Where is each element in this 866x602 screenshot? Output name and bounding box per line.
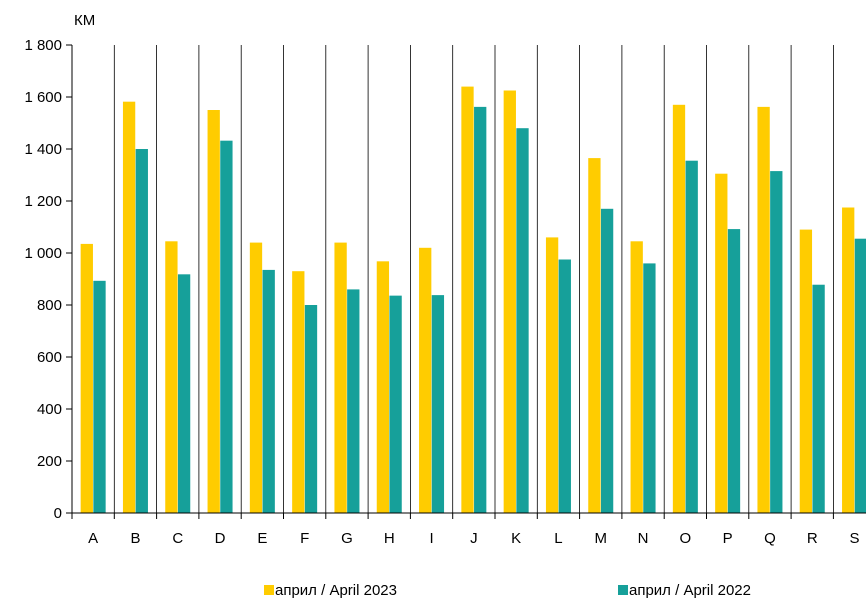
bar-april-2023-N: [630, 241, 643, 514]
x-tick-label-C: C: [172, 530, 183, 547]
x-tick-label-S: S: [850, 530, 860, 547]
y-tick-label: 200: [37, 453, 62, 470]
x-tick-label-M: M: [595, 530, 608, 547]
x-tick-label-B: B: [130, 530, 140, 547]
y-axis-unit-label: КМ: [74, 12, 95, 29]
x-tick-label-P: P: [723, 530, 733, 547]
x-tick-label-L: L: [554, 530, 562, 547]
bar-april-2022-R: [812, 284, 825, 513]
x-tick-label-F: F: [300, 530, 309, 547]
legend-swatch: [618, 585, 628, 595]
legend-label: април / April 2023: [275, 582, 397, 599]
bar-april-2023-M: [588, 158, 601, 513]
y-tick-label: 600: [37, 349, 62, 366]
y-tick-label: 1 600: [24, 89, 62, 106]
bar-april-2022-D: [220, 140, 233, 513]
x-tick-label-G: G: [341, 530, 353, 547]
y-tick-label: 800: [37, 297, 62, 314]
x-tick-label-I: I: [429, 530, 433, 547]
bar-april-2023-F: [292, 271, 305, 513]
bar-april-2023-D: [207, 110, 220, 513]
bar-april-2022-K: [516, 128, 529, 513]
bar-april-2023-J: [461, 86, 474, 513]
bar-april-2023-Q: [757, 106, 770, 513]
bar-april-2023-O: [672, 104, 686, 514]
y-tick-label: 1 800: [24, 37, 62, 54]
bar-april-2022-E: [262, 269, 275, 513]
bar-april-2022-G: [347, 289, 360, 513]
bar-april-2023-L: [545, 237, 559, 513]
bar-april-2022-O: [685, 160, 698, 513]
bar-april-2022-H: [389, 295, 402, 513]
bar-april-2023-I: [419, 247, 432, 514]
legend: април / April 2023 април / April 2022: [264, 582, 751, 599]
y-tick-label: 0: [54, 505, 62, 522]
x-tick-label-R: R: [807, 530, 818, 547]
bar-april-2022-F: [304, 305, 318, 513]
bar-april-2022-J: [474, 106, 487, 513]
y-axis-ticks: 0 200 400 600 800 1 000 1 200 1 400 1 600 1 800: [24, 37, 72, 522]
bar-april-2023-A: [80, 243, 93, 513]
bar-april-2022-P: [727, 229, 741, 513]
bar-april-2023-S: [842, 207, 855, 513]
bar-april-2022-B: [135, 149, 148, 513]
bar-april-2022-L: [558, 259, 571, 513]
bar-april-2022-A: [93, 280, 106, 513]
bar-april-2022-I: [431, 295, 445, 513]
x-tick-label-N: N: [638, 530, 649, 547]
y-tick-label: 400: [37, 401, 62, 418]
x-tick-label-H: H: [384, 530, 395, 547]
axes: [71, 45, 866, 514]
x-tick-label-K: K: [511, 530, 521, 547]
bar-april-2022-M: [600, 208, 614, 514]
bar-april-2023-G: [334, 242, 347, 513]
bar-april-2023-C: [165, 241, 178, 514]
x-tick-label-J: J: [470, 530, 478, 547]
bar-april-2022-Q: [770, 171, 783, 513]
x-axis-ticks: A B C D E F G H I J K L M N O P Q R S: [71, 513, 860, 547]
vertical-gridlines: [113, 45, 834, 513]
x-tick-label-O: O: [680, 530, 692, 547]
x-tick-label-A: A: [88, 530, 98, 547]
y-tick-label: 1 200: [24, 193, 62, 210]
y-tick-label: 1 400: [24, 141, 62, 158]
legend-item-april-2022: април / April 2022: [618, 582, 751, 599]
legend-swatch: [264, 585, 274, 595]
y-tick-label: 1 000: [24, 245, 62, 262]
x-tick-label-D: D: [215, 530, 226, 547]
bar-april-2023-H: [376, 261, 390, 513]
bar-april-2023-K: [503, 90, 516, 513]
bar-april-2023-R: [799, 229, 813, 513]
x-tick-label-Q: Q: [764, 530, 776, 547]
bar-april-2022-S: [854, 238, 866, 513]
bar-april-2023-E: [249, 242, 263, 513]
legend-item-april-2023: април / April 2023: [264, 582, 397, 599]
legend-label: април / April 2022: [629, 582, 751, 599]
x-tick-label-E: E: [257, 530, 267, 547]
bar-april-2022-N: [643, 263, 656, 513]
bars: [80, 86, 866, 514]
bar-april-2023-P: [715, 173, 728, 513]
bar-april-2022-C: [177, 274, 191, 513]
bar-april-2023-B: [122, 101, 136, 514]
